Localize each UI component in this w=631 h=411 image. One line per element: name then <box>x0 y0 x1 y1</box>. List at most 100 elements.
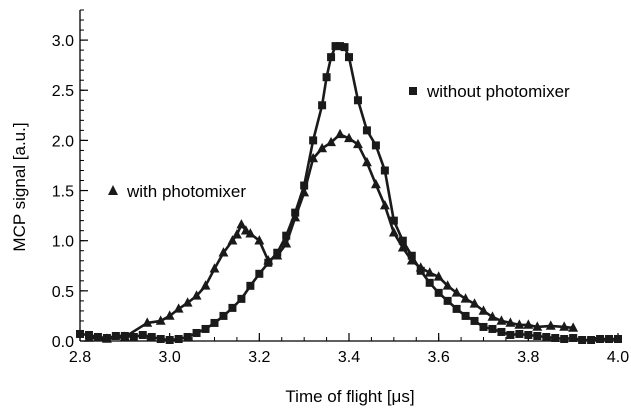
data-point-square <box>201 324 210 333</box>
data-point-square <box>340 43 349 52</box>
series-line <box>88 133 574 341</box>
x-axis-title: Time of flight [μs] <box>285 387 414 406</box>
data-point-triangle <box>559 321 570 331</box>
data-point-triangle <box>424 267 435 277</box>
data-point-square <box>560 334 569 343</box>
data-point-triangle <box>290 212 301 222</box>
data-point-square <box>345 53 353 62</box>
data-point-square <box>129 332 138 341</box>
data-point-square <box>353 96 362 105</box>
data-point-triangle <box>308 152 319 163</box>
data-point-square <box>497 327 506 336</box>
data-point-triangle <box>245 228 256 238</box>
data-point-triangle <box>568 322 579 332</box>
data-point-triangle <box>101 333 112 343</box>
data-point-triangle <box>317 142 328 153</box>
data-point-square <box>336 42 345 51</box>
data-point-square <box>93 332 102 341</box>
data-point-triangle <box>406 255 417 265</box>
data-point-square <box>470 316 479 325</box>
data-point-square <box>210 318 219 327</box>
data-point-square <box>542 332 551 341</box>
x-tick-label: 3.0 <box>159 349 181 366</box>
series-layer <box>76 42 622 344</box>
data-point-square <box>183 332 192 341</box>
x-tick-label: 3.2 <box>248 349 270 366</box>
data-point-triangle <box>209 263 220 273</box>
data-point-triangle <box>397 242 408 252</box>
data-point-triangle <box>545 320 556 330</box>
data-point-triangle <box>173 303 184 313</box>
data-point-triangle <box>532 321 543 331</box>
data-point-square <box>237 294 246 303</box>
data-point-triangle <box>478 305 489 315</box>
data-point-square <box>506 330 515 339</box>
data-point-square <box>246 281 255 290</box>
series-with-photomixer <box>84 128 579 343</box>
data-point-triangle <box>236 219 247 229</box>
data-point-triangle <box>361 156 372 167</box>
data-point-square <box>156 334 165 343</box>
y-tick-label: 1.0 <box>52 234 74 251</box>
data-point-square <box>479 322 488 331</box>
data-point-square <box>461 311 470 320</box>
data-point-triangle <box>514 319 525 329</box>
data-point-square <box>362 126 371 135</box>
data-point-square <box>578 335 587 344</box>
data-point-square <box>596 334 605 343</box>
data-point-triangle <box>182 297 193 307</box>
data-point-square <box>111 331 120 340</box>
data-point-triangle <box>326 136 337 147</box>
data-point-triangle <box>254 235 265 245</box>
data-point-square <box>389 216 398 225</box>
y-tick-label: 3.0 <box>52 33 74 50</box>
data-point-triangle <box>469 298 480 308</box>
data-point-triangle <box>155 315 166 325</box>
y-axis-title: MCP signal [a.u.] <box>10 122 29 251</box>
data-point-triangle <box>84 332 94 342</box>
x-tick-label: 2.8 <box>69 349 91 366</box>
y-tick-label: 0.0 <box>52 334 74 351</box>
data-point-triangle <box>442 280 453 290</box>
data-point-square <box>533 331 542 340</box>
legend: without photomixer with photomixer <box>108 82 570 201</box>
data-point-square <box>318 101 327 110</box>
data-point-square <box>587 335 596 344</box>
data-point-triangle <box>200 280 211 290</box>
data-point-triangle <box>218 247 229 257</box>
data-point-square <box>331 42 340 51</box>
data-point-triangle <box>451 287 462 297</box>
square-marker-icon <box>409 87 417 95</box>
data-point-square <box>569 333 578 342</box>
data-point-triangle <box>164 310 175 320</box>
data-point-triangle <box>231 229 242 239</box>
data-point-triangle <box>523 319 534 329</box>
data-point-square <box>443 296 452 305</box>
data-point-triangle <box>379 200 390 210</box>
data-point-square <box>452 304 461 313</box>
data-point-triangle <box>344 132 354 143</box>
data-point-square <box>398 236 407 245</box>
x-tick-label: 3.4 <box>338 349 360 366</box>
data-point-triangle <box>487 311 498 321</box>
data-point-triangle <box>119 331 130 341</box>
data-point-square <box>219 311 228 320</box>
data-point-triangle <box>505 317 516 327</box>
data-point-triangle <box>433 271 444 281</box>
legend-item-with-photomixer: with photomixer <box>108 182 246 201</box>
data-point-square <box>282 231 291 240</box>
data-point-square <box>524 330 533 339</box>
series-without-photomixer <box>76 42 622 344</box>
data-point-triangle <box>227 235 238 245</box>
legend-item-without-photomixer: without photomixer <box>409 82 570 101</box>
legend-label: with photomixer <box>126 182 246 201</box>
data-point-square <box>309 136 318 145</box>
data-point-triangle <box>370 178 381 189</box>
data-point-square <box>515 329 524 338</box>
data-point-triangle <box>415 262 426 272</box>
data-point-triangle <box>142 317 153 327</box>
x-tick-label: 3.8 <box>517 349 539 366</box>
legend-label: without photomixer <box>426 82 570 101</box>
data-point-square <box>255 269 264 278</box>
